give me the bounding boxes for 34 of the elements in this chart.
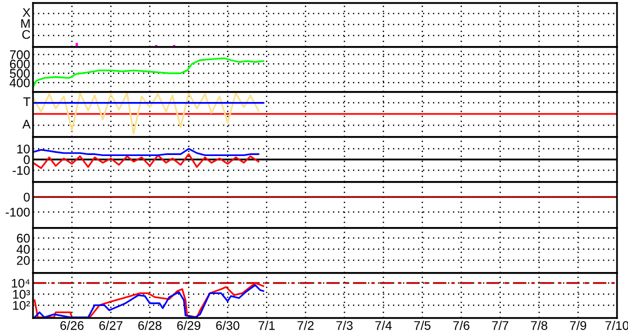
y-tick-label: 10⁴ (12, 278, 30, 288)
text: C (22, 30, 30, 39)
y-tick-label: 10² (13, 300, 30, 310)
x-tick-label: 7/5 (414, 320, 430, 330)
x-tick-label: 7/8 (531, 320, 548, 330)
text: T (23, 97, 30, 106)
y-tick-label: 10³ (13, 290, 30, 299)
x-tick-label: 6/28 (138, 320, 162, 330)
x-tick-label: 7/3 (336, 320, 353, 330)
text: X (22, 8, 30, 17)
y-tick-label: 40 (16, 244, 30, 254)
y-tick-label: 0 (24, 155, 30, 164)
x-tick-label: 7/7 (492, 320, 508, 330)
text: M (21, 19, 30, 28)
x-tick-label: 7/6 (453, 320, 470, 330)
y-tick-label: 10 (17, 144, 30, 154)
text: A (22, 120, 31, 129)
y-tick-label: -10 (12, 166, 30, 175)
y-tick-label: 600 (10, 60, 30, 69)
x-tick-label: 6/30 (216, 320, 240, 330)
y-tick-label: 400 (10, 78, 30, 88)
x-tick-label: 7/1 (258, 320, 275, 330)
x-tick-label: 6/29 (177, 320, 200, 330)
y-tick-label: 0 (24, 192, 30, 202)
x-tick-label: 7/2 (297, 320, 314, 330)
y-tick-label: 700 (10, 50, 30, 60)
y-tick-label: 500 (10, 69, 30, 78)
y-tick-label: 20 (16, 256, 30, 265)
x-tick-label: 6/27 (99, 320, 122, 330)
x-tick-label: 6/26 (60, 320, 84, 330)
y-tick-label: -100 (6, 208, 30, 217)
y-tick-label: 60 (16, 234, 30, 243)
x-tick-label: 7/9 (570, 320, 586, 330)
x-tick-label: 7/4 (375, 320, 392, 330)
